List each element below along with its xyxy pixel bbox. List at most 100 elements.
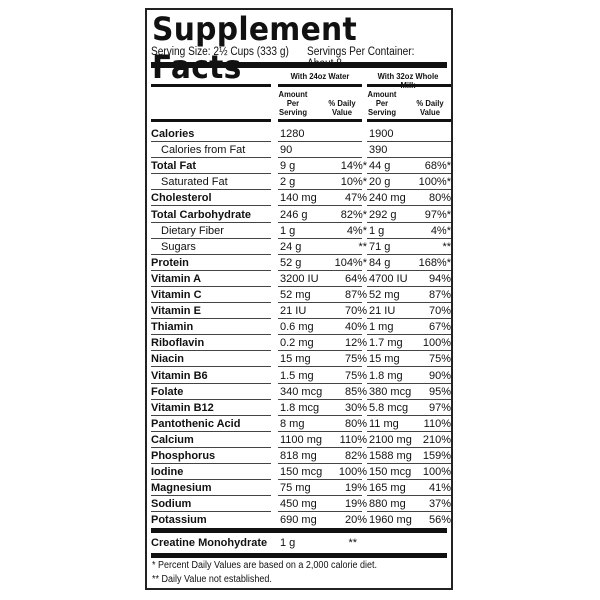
row-label: Thiamin	[151, 321, 194, 334]
dv-milk: 67%	[428, 321, 451, 334]
dv-milk: **	[442, 240, 451, 253]
row-divider	[278, 189, 362, 191]
row-divider	[278, 205, 362, 207]
row-divider	[151, 205, 271, 207]
dv-water: 82%	[344, 450, 367, 462]
footnote: ** Daily Value not established.	[152, 574, 272, 585]
row-divider	[151, 237, 271, 239]
dv-water: 14%*	[340, 160, 367, 173]
row-label: Phosphorus	[151, 450, 216, 462]
dv-water: 82%*	[340, 208, 367, 221]
footnote: * Percent Daily Values are based on a 2,…	[152, 560, 377, 571]
row-divider	[151, 253, 271, 255]
row-label: Saturated Fat	[161, 176, 228, 189]
row-divider	[278, 382, 362, 384]
row-divider	[278, 334, 362, 336]
dv-water: **	[358, 240, 367, 253]
dv-water: 75%	[344, 353, 367, 366]
row-divider	[367, 414, 451, 416]
supplement-facts-panel: Supplement Facts Serving Size: 2½ Cups (…	[145, 8, 453, 590]
dv-water: 85%	[344, 385, 367, 398]
nutrient-row: Potassium 690 mg 20% 1960 mg 56%	[151, 512, 451, 528]
amount-water: 140 mg	[280, 192, 317, 205]
divider	[151, 119, 271, 122]
dv-milk: 94%	[428, 272, 451, 285]
amount-milk: 21 IU	[369, 305, 396, 318]
amount-milk: 165 mg	[369, 482, 406, 495]
row-divider	[151, 157, 271, 159]
amount-milk: 15 mg	[369, 353, 400, 366]
dv-milk: 68%*	[424, 160, 451, 173]
amount-water: 1.8 mcg	[280, 401, 320, 414]
row-divider	[278, 285, 362, 287]
amount-water: 340 mcg	[280, 385, 323, 398]
dv-milk: 110%	[423, 417, 451, 430]
dv-water: 64%	[344, 272, 367, 285]
row-divider	[367, 479, 451, 481]
row-divider	[278, 430, 362, 432]
row-divider	[151, 430, 271, 432]
amount-water: 0.2 mg	[280, 337, 314, 350]
row-divider	[151, 318, 271, 320]
amount-water: 1.5 mg	[280, 369, 314, 382]
dv-milk: 95%	[428, 385, 451, 398]
amount-milk: 150 mcg	[369, 466, 412, 479]
nutrient-row: Calories 1280 1900	[151, 126, 451, 142]
nutrient-row: Niacin 15 mg 75% 15 mg 75%	[151, 351, 451, 368]
amount-water: 246 g	[280, 208, 308, 221]
nutrient-row: Iodine 150 mcg 100% 150 mcg 100%	[151, 464, 451, 481]
row-divider	[367, 173, 451, 175]
amount-water: 150 mcg	[280, 466, 323, 479]
dv-water: 10%*	[340, 176, 367, 189]
row-label: Folate	[151, 385, 184, 398]
amount: 1 g	[280, 537, 296, 549]
row-label: Calories from Fat	[161, 144, 246, 157]
row-divider	[367, 382, 451, 384]
row-divider	[151, 495, 271, 497]
row-divider	[151, 285, 271, 287]
row-divider	[278, 302, 362, 303]
amount-water: 1 g	[280, 224, 296, 237]
amount-water: 818 mg	[280, 450, 317, 462]
row-label: Vitamin E	[151, 305, 201, 318]
row-divider	[367, 189, 451, 191]
dv-water: 80%	[344, 417, 367, 430]
dv-milk: 100%	[422, 466, 451, 479]
dv-water: 40%	[344, 321, 367, 334]
amount-milk: 4700 IU	[369, 272, 408, 285]
amount-milk: 390	[369, 144, 388, 157]
dv-water: 47%	[344, 192, 367, 205]
column-milk-header: With 32oz Whole Milk	[377, 71, 439, 90]
divider	[278, 84, 362, 87]
row-divider	[151, 511, 271, 513]
row-label: Sugars	[161, 240, 196, 253]
dv-water: 100%	[338, 466, 367, 479]
amount-water: 1100 mg	[280, 433, 322, 446]
row-divider	[278, 237, 362, 239]
nutrient-row: Total Fat 9 g 14%* 44 g 68%*	[151, 158, 451, 175]
row-label: Magnesium	[151, 482, 212, 495]
row-divider	[278, 398, 362, 400]
nutrient-row: Calories from Fat 90 390	[151, 142, 451, 159]
row-divider	[151, 269, 271, 271]
row-divider	[367, 302, 451, 303]
amount-water: 52 mg	[280, 289, 311, 301]
row-divider	[367, 495, 451, 497]
amount-header: Amount Per Serving	[367, 89, 397, 117]
dv-header: % Daily Value	[328, 98, 356, 117]
nutrient-row: Saturated Fat 2 g 10%* 20 g 100%*	[151, 174, 451, 191]
dv-water: 20%	[344, 514, 367, 527]
nutrient-row: Calcium 1100 mg 110% 2100 mg 210%	[151, 432, 451, 448]
amount-water: 0.6 mg	[280, 321, 314, 334]
dv-milk: 159%	[422, 450, 451, 462]
row-divider	[278, 511, 362, 513]
row-divider	[278, 414, 362, 416]
row-divider	[151, 414, 271, 416]
nutrient-row: Magnesium 75 mg 19% 165 mg 41%	[151, 480, 451, 497]
row-divider	[367, 141, 451, 142]
divider	[278, 119, 362, 122]
amount-milk: 1 g	[369, 224, 385, 237]
dv-milk: 100%	[422, 337, 451, 350]
row-label: Cholesterol	[151, 192, 212, 205]
dv-milk: 4%*	[430, 224, 451, 237]
